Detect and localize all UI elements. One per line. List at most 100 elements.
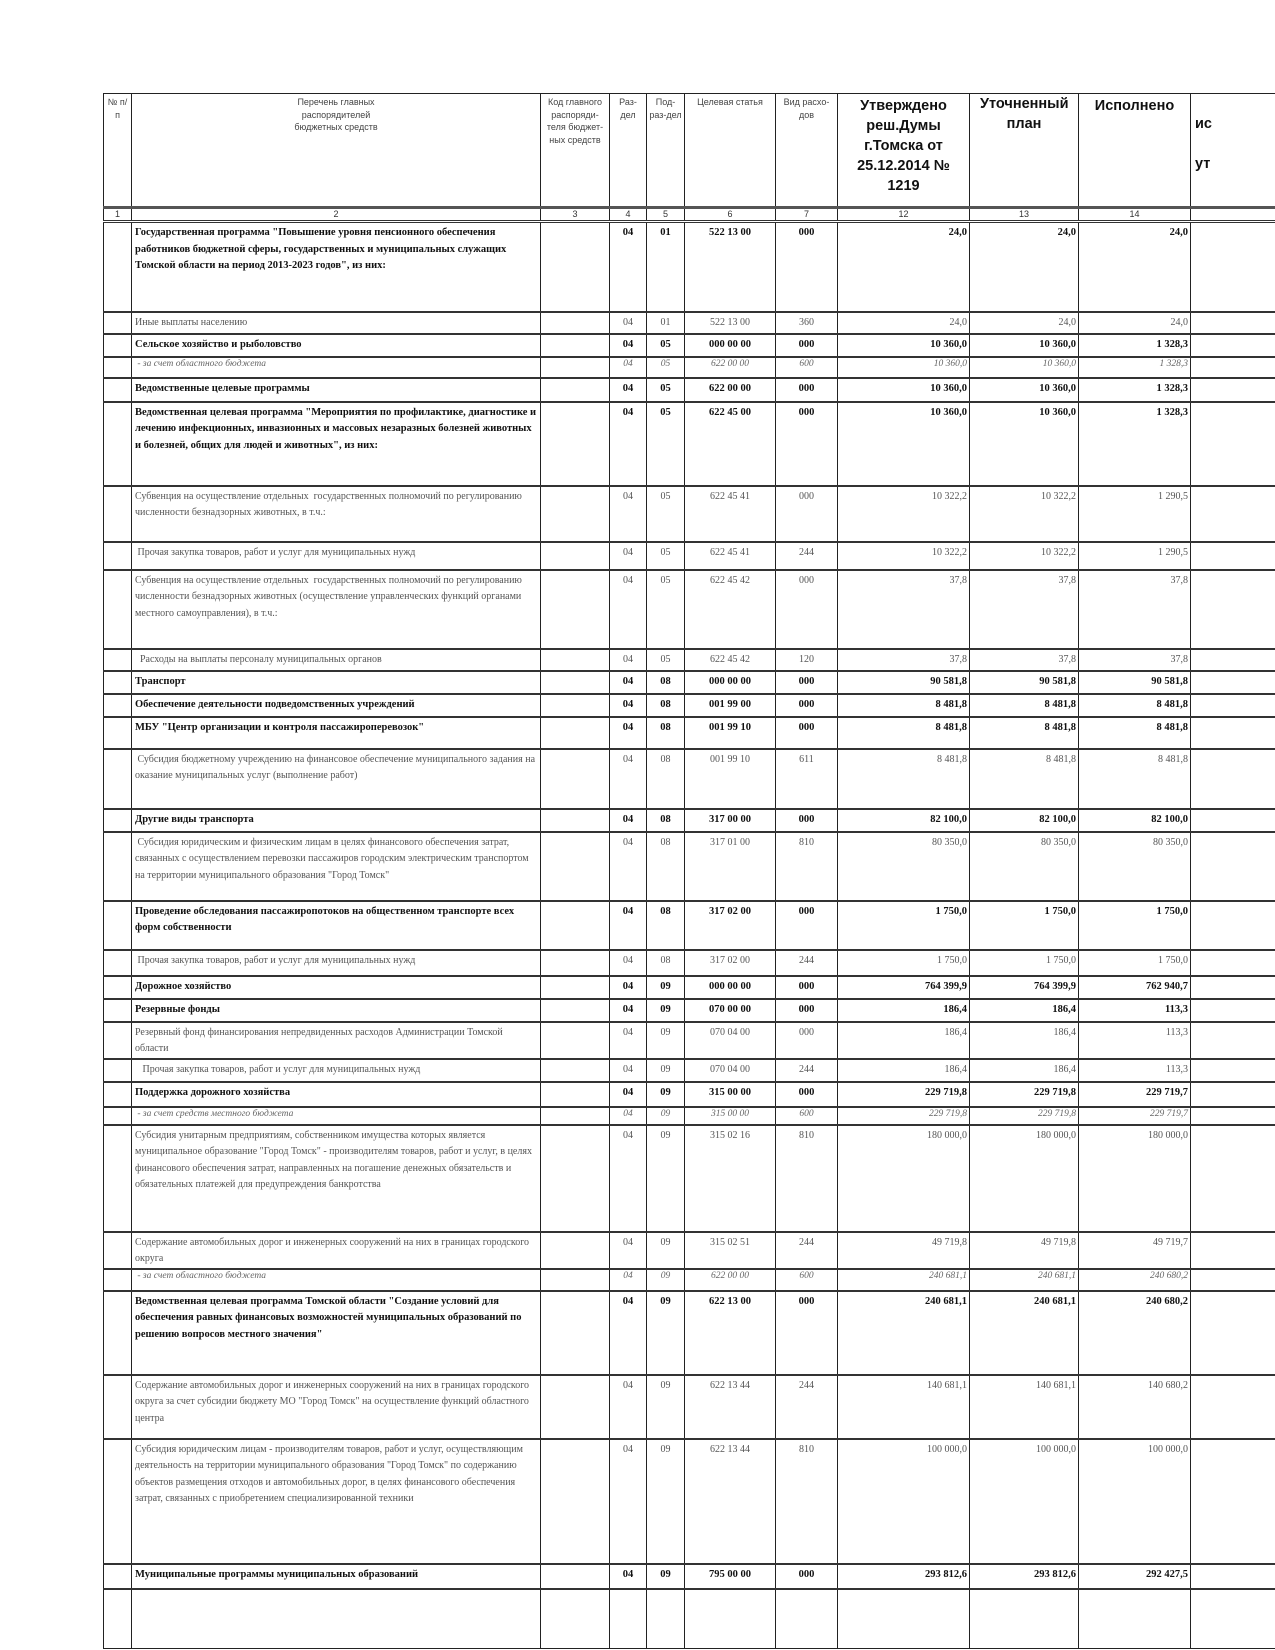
table-header-row: № п/п Перечень главных распорядителей бю…: [103, 93, 1275, 208]
expense-type-cell: 000: [775, 670, 838, 694]
approved-value: 229 719,8: [837, 1081, 970, 1107]
plan-value: 24,0: [969, 221, 1079, 312]
podrazdel-cell: 05: [646, 377, 685, 402]
target-article-cell: 622 13 00: [684, 1290, 776, 1375]
podrazdel-cell: 09: [646, 1374, 685, 1439]
plan-value: 10 322,2: [969, 541, 1079, 570]
podrazdel-cell: [646, 1588, 685, 1649]
razdel-cell: 04: [609, 998, 647, 1022]
plan-value: 90 581,8: [969, 670, 1079, 694]
partial-cell: [1190, 333, 1275, 357]
partial-cell: [1190, 1374, 1275, 1439]
plan-value: 8 481,8: [969, 716, 1079, 749]
executed-value: 140 680,2: [1078, 1374, 1191, 1439]
target-article-cell: [684, 1588, 776, 1649]
target-article-cell: 317 00 00: [684, 808, 776, 832]
kod-cell: [540, 1106, 610, 1125]
num-cell: [103, 808, 132, 832]
plan-value: 8 481,8: [969, 693, 1079, 717]
approved-value: 90 581,8: [837, 670, 970, 694]
razdel-cell: 04: [609, 1374, 647, 1439]
kod-cell: [540, 1374, 610, 1439]
expense-type-cell: 244: [775, 1374, 838, 1439]
razdel-cell: 04: [609, 1058, 647, 1082]
plan-value: [969, 1588, 1079, 1649]
name-cell: Ведомственная целевая программа "Меропри…: [131, 401, 541, 486]
razdel-cell: 04: [609, 1021, 647, 1059]
podrazdel-cell: 05: [646, 333, 685, 357]
razdel-cell: 04: [609, 1290, 647, 1375]
podrazdel-cell: 08: [646, 670, 685, 694]
name-cell: Содержание автомобильных дорог и инженер…: [131, 1231, 541, 1269]
kod-cell: [540, 401, 610, 486]
name-cell: Дорожное хозяйство: [131, 975, 541, 999]
executed-value: 49 719,7: [1078, 1231, 1191, 1269]
podrazdel-cell: 01: [646, 311, 685, 334]
podrazdel-cell: 09: [646, 1290, 685, 1375]
header-partial-fragment-1: ис: [1195, 116, 1212, 132]
column-number-cell: 12: [837, 206, 970, 223]
target-article-cell: 001 99 00: [684, 693, 776, 717]
plan-value: 1 750,0: [969, 949, 1079, 976]
kod-cell: [540, 1021, 610, 1059]
approved-value: 186,4: [837, 1058, 970, 1082]
target-article-cell: 622 45 00: [684, 401, 776, 486]
kod-cell: [540, 377, 610, 402]
num-cell: [103, 541, 132, 570]
table-row: Субсидия юридическим лицам - производите…: [103, 1438, 1275, 1564]
approved-value: 10 360,0: [837, 377, 970, 402]
executed-value: 8 481,8: [1078, 748, 1191, 809]
expense-type-cell: 000: [775, 900, 838, 950]
executed-value: 113,3: [1078, 998, 1191, 1022]
expense-type-cell: 000: [775, 485, 838, 542]
plan-value: 186,4: [969, 1021, 1079, 1059]
approved-value: 140 681,1: [837, 1374, 970, 1439]
num-cell: [103, 1290, 132, 1375]
plan-value: 240 681,1: [969, 1290, 1079, 1375]
name-cell: Расходы на выплаты персоналу муниципальн…: [131, 648, 541, 671]
name-cell: Прочая закупка товаров, работ и услуг дл…: [131, 541, 541, 570]
column-number-cell: [1190, 206, 1275, 223]
table-row: Содержание автомобильных дорог и инженер…: [103, 1231, 1275, 1269]
podrazdel-cell: 08: [646, 716, 685, 749]
podrazdel-cell: 09: [646, 998, 685, 1022]
razdel-cell: 04: [609, 569, 647, 649]
podrazdel-cell: 05: [646, 401, 685, 486]
kod-cell: [540, 1563, 610, 1589]
executed-value: 1 328,3: [1078, 401, 1191, 486]
executed-value: 82 100,0: [1078, 808, 1191, 832]
razdel-cell: 04: [609, 648, 647, 671]
partial-cell: [1190, 670, 1275, 694]
partial-cell: [1190, 831, 1275, 901]
plan-value: 8 481,8: [969, 748, 1079, 809]
column-number-cell: 13: [969, 206, 1079, 223]
kod-cell: [540, 311, 610, 334]
approved-value: 240 681,1: [837, 1268, 970, 1291]
num-cell: [103, 693, 132, 717]
name-cell: - за счет областного бюджета: [131, 356, 541, 378]
target-article-cell: 317 02 00: [684, 900, 776, 950]
name-cell: Субсидия бюджетному учреждению на финанс…: [131, 748, 541, 809]
plan-value: 37,8: [969, 569, 1079, 649]
executed-value: 229 719,7: [1078, 1106, 1191, 1125]
column-number-cell: 6: [684, 206, 776, 223]
executed-value: 8 481,8: [1078, 716, 1191, 749]
header-expense-type: Вид расхо-дов: [775, 93, 838, 208]
expense-type-cell: 000: [775, 221, 838, 312]
target-article-cell: 522 13 00: [684, 311, 776, 334]
num-cell: [103, 1588, 132, 1649]
razdel-cell: 04: [609, 333, 647, 357]
target-article-cell: 070 00 00: [684, 998, 776, 1022]
executed-value: 1 750,0: [1078, 949, 1191, 976]
target-article-cell: 317 02 00: [684, 949, 776, 976]
num-cell: [103, 900, 132, 950]
table-row: Субсидия бюджетному учреждению на финанс…: [103, 748, 1275, 809]
name-cell: Субсидия юридическим и физическим лицам …: [131, 831, 541, 901]
partial-cell: [1190, 1588, 1275, 1649]
executed-value: 229 719,7: [1078, 1081, 1191, 1107]
name-cell: Муниципальные программы муниципальных об…: [131, 1563, 541, 1589]
podrazdel-cell: 05: [646, 648, 685, 671]
num-cell: [103, 1438, 132, 1564]
column-number-cell: 7: [775, 206, 838, 223]
plan-value: 80 350,0: [969, 831, 1079, 901]
